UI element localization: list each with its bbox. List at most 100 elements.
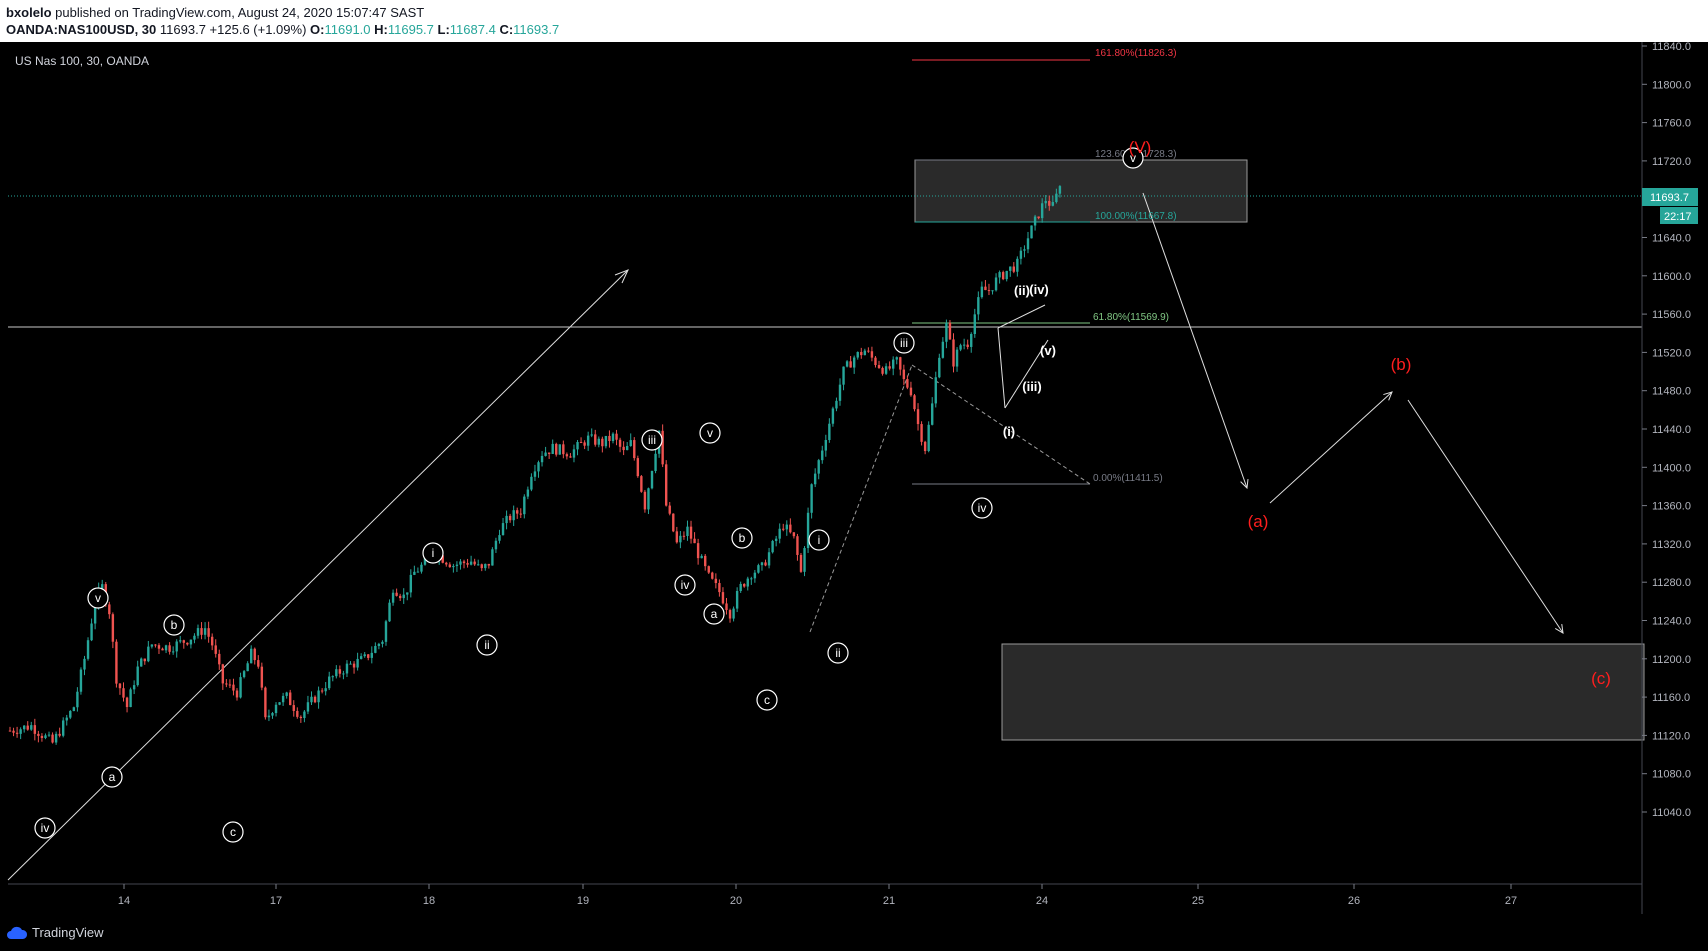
wave-label-text: c	[230, 825, 236, 839]
candle-body	[955, 349, 959, 367]
candle-body	[420, 564, 423, 572]
candle-body	[37, 733, 40, 736]
price-tick-label: 11600.0	[1652, 271, 1691, 283]
candle-body	[171, 651, 175, 653]
candle-body	[555, 443, 558, 455]
candle-body	[931, 403, 934, 425]
candle-body	[296, 710, 299, 717]
candle-body	[487, 563, 491, 566]
candle-body	[452, 565, 455, 568]
candle-body	[750, 578, 753, 580]
candle-body	[232, 684, 235, 691]
price-tick-label: 11320.0	[1652, 539, 1691, 551]
candle-body	[934, 377, 937, 404]
time-tick-label: 27	[1505, 895, 1517, 907]
candle-body	[413, 571, 416, 575]
candle-body	[842, 366, 845, 385]
projection-arrow-1	[1142, 192, 1248, 489]
tradingview-logo[interactable]: TradingView	[6, 925, 104, 940]
candle-body	[711, 572, 714, 579]
candle-body	[945, 322, 948, 342]
candle-body	[448, 564, 452, 568]
candle-body	[441, 555, 444, 563]
candle-body	[576, 442, 579, 450]
candle-body	[551, 443, 554, 454]
candle-body	[1058, 186, 1062, 194]
candle-body	[193, 635, 196, 640]
chart-legend-title: US Nas 100, 30, OANDA	[15, 54, 149, 68]
candle-body	[746, 578, 749, 587]
wave-label-text: ii	[484, 638, 489, 652]
candle-body	[47, 734, 51, 736]
time-tick-label: 19	[577, 895, 589, 907]
candle-body	[1055, 193, 1058, 203]
open-value: 11691.0	[324, 22, 371, 37]
candle-body	[186, 642, 189, 645]
candle-body	[1012, 266, 1016, 272]
candle-body	[22, 725, 26, 730]
candle-body	[852, 357, 856, 368]
wave-label-plain: (ii)	[1014, 283, 1030, 298]
symbol-label: OANDA:NAS100USD, 30	[6, 22, 157, 37]
candle-body	[58, 733, 61, 736]
candle-body	[523, 496, 526, 515]
candle-body	[335, 669, 338, 677]
wave-label-text: iv	[978, 501, 987, 515]
candle-body	[406, 592, 409, 595]
wave-label-text: ii	[835, 646, 840, 660]
candle-body	[249, 648, 253, 664]
candle-body	[817, 460, 820, 474]
candle-body	[384, 621, 388, 642]
candle-body	[530, 476, 533, 490]
publish-info: published on TradingView.com, August 24,…	[51, 5, 425, 20]
candle-body	[33, 725, 37, 734]
wave-label-circle	[222, 821, 244, 843]
candle-body	[44, 735, 47, 739]
candle-body	[512, 510, 515, 521]
tradingview-brand: TradingView	[32, 925, 104, 940]
candle-body	[562, 444, 565, 455]
price-tick-label: 11200.0	[1652, 654, 1691, 666]
price-tick-label: 11520.0	[1652, 347, 1691, 359]
candle-body	[491, 549, 494, 566]
candle-body	[129, 689, 132, 708]
candle-body	[693, 538, 696, 544]
price-change: +125.6 (+1.09%)	[209, 22, 307, 37]
price-tick-label: 11280.0	[1652, 577, 1691, 589]
candle-body	[611, 433, 615, 442]
candle-body	[881, 367, 884, 374]
candle-body	[760, 562, 764, 566]
publisher-name[interactable]: bxolelo	[6, 5, 52, 20]
price-tick-label: 11760.0	[1652, 118, 1691, 130]
candle-body	[533, 471, 537, 477]
candle-body	[998, 272, 1001, 278]
candle-body	[203, 628, 207, 635]
candle-body	[299, 716, 303, 719]
candle-body	[101, 584, 104, 589]
candle-body	[328, 676, 331, 689]
time-tick-label: 18	[423, 895, 435, 907]
candle-body	[374, 645, 377, 653]
wave-label-circle	[101, 766, 123, 788]
candle-body	[601, 438, 604, 447]
candle-body	[62, 720, 65, 736]
price-tick-label: 11040.0	[1652, 807, 1691, 819]
chart-canvas[interactable]: 161.80%(11826.3)123.60%(11728.3)100.00%(…	[0, 42, 1708, 914]
candle-body	[320, 690, 324, 692]
wave-label-circle	[641, 429, 663, 451]
candle-body	[640, 476, 643, 492]
candle-body	[242, 671, 246, 678]
candle-body	[679, 535, 682, 543]
price-tick-label: 11240.0	[1652, 616, 1691, 628]
candle-body	[235, 690, 239, 698]
drawing-lines: 161.80%(11826.3)123.60%(11728.3)100.00%(…	[7, 48, 1642, 881]
candle-body	[629, 440, 632, 447]
candle-body	[132, 685, 136, 690]
wave-label-circle	[476, 634, 498, 656]
wave-label-plain: (i)	[1003, 424, 1015, 439]
wave-label-circle	[674, 574, 696, 596]
low-value: 11687.4	[449, 22, 496, 37]
support-zone-box	[1001, 643, 1645, 741]
candle-body	[115, 641, 118, 684]
candle-body	[902, 369, 906, 380]
